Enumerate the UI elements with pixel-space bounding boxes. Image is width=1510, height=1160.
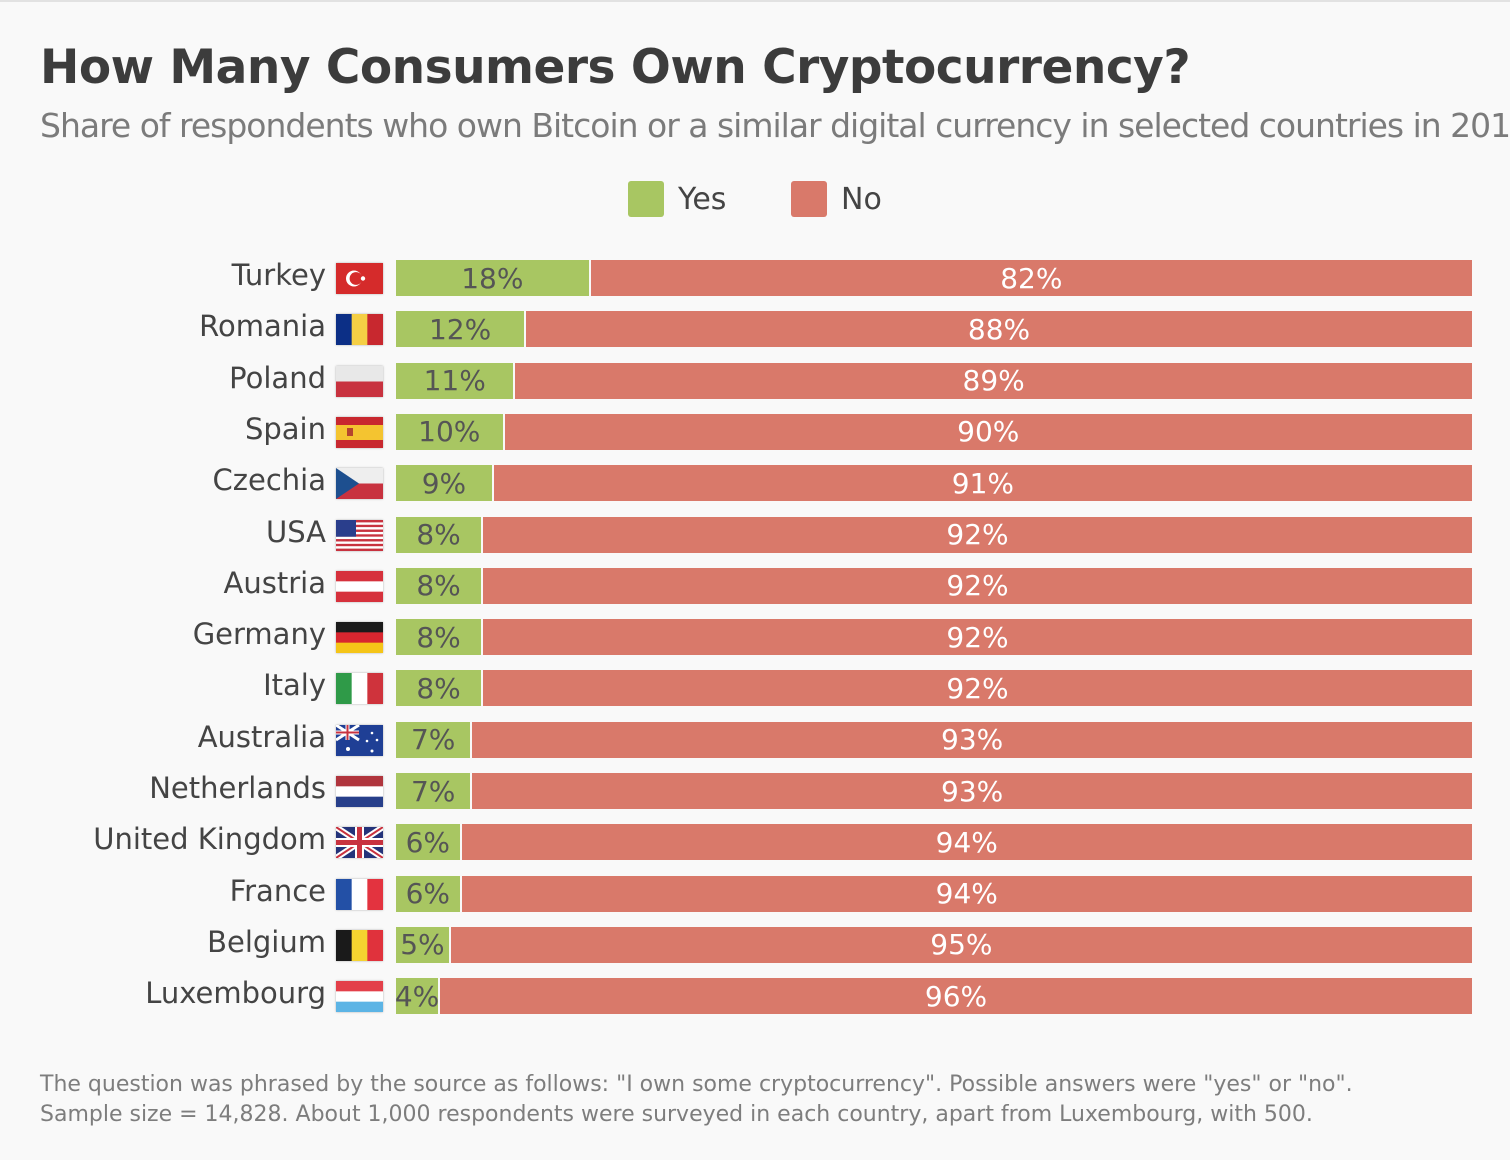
- legend-item-yes: Yes: [628, 181, 726, 217]
- bar-yes: 9%: [396, 465, 492, 502]
- flag-poland-icon: [336, 365, 383, 398]
- flag-germany-icon: [336, 622, 383, 654]
- legend-swatch-yes: [628, 181, 664, 217]
- chart-title: How Many Consumers Own Cryptocurrency?: [40, 40, 1191, 95]
- flag-belgium-icon: [336, 929, 384, 961]
- flag-romania-icon: [336, 314, 384, 346]
- bar-no: 89%: [515, 362, 1472, 399]
- category-label: Romania: [199, 309, 326, 344]
- bar-no: 94%: [461, 875, 1472, 912]
- bar-yes: 5%: [396, 926, 449, 963]
- category-label: Poland: [229, 360, 326, 395]
- bar-yes: 8%: [396, 670, 482, 707]
- flag-luxembourg-icon: [336, 981, 383, 1013]
- flag-italy-icon: [336, 673, 384, 705]
- bar-yes: 4%: [394, 978, 440, 1015]
- bar-no: 94%: [461, 824, 1472, 861]
- flag-turkey-icon: [336, 263, 383, 294]
- bar-yes: 7%: [396, 721, 471, 758]
- flag-czechia-icon: [336, 468, 383, 500]
- category-label: Belgium: [207, 924, 326, 959]
- category-label: Italy: [263, 668, 326, 703]
- bar-yes: 12%: [396, 311, 525, 348]
- category-label: USA: [265, 514, 326, 549]
- chart-subtitle: Share of respondents who own Bitcoin or …: [40, 106, 1510, 145]
- bar-no: 92%: [483, 516, 1472, 553]
- footnote-line-1: The question was phrased by the source a…: [40, 1072, 1353, 1097]
- bar-no: 90%: [504, 413, 1472, 450]
- category-label: Netherlands: [149, 771, 326, 805]
- category-label: Czechia: [212, 463, 326, 498]
- bar-yes: 7%: [396, 773, 471, 809]
- flag-australia-icon: [335, 723, 383, 756]
- category-label: United Kingdom: [93, 822, 326, 857]
- flag-uk-icon: [334, 824, 385, 861]
- bar-yes: 11%: [396, 362, 514, 399]
- category-label: Luxembourg: [145, 976, 326, 1011]
- bar-no: 88%: [526, 311, 1472, 348]
- category-label: Germany: [192, 617, 326, 652]
- category-label: Australia: [197, 719, 326, 754]
- category-label: Austria: [223, 565, 326, 600]
- bar-yes: 8%: [396, 567, 482, 604]
- bar-no: 95%: [450, 926, 1472, 963]
- bar-yes: 8%: [396, 619, 482, 656]
- category-label: Turkey: [231, 258, 326, 292]
- bar-no: 91%: [493, 465, 1472, 502]
- flag-france-icon: [336, 878, 384, 910]
- legend-item-no: No: [791, 181, 882, 217]
- bar-no: 92%: [483, 619, 1472, 656]
- flag-usa-icon: [336, 519, 383, 551]
- bar-yes: 6%: [396, 875, 460, 912]
- flag-netherlands-icon: [336, 776, 383, 808]
- bar-yes: 8%: [396, 516, 482, 553]
- bar-yes: 6%: [396, 824, 460, 861]
- category-label: France: [229, 873, 326, 908]
- legend-swatch-no: [791, 181, 827, 217]
- legend-label-no: No: [841, 181, 882, 217]
- bar-no: 96%: [440, 978, 1472, 1015]
- bar-no: 93%: [472, 721, 1472, 758]
- bar-no: 82%: [590, 260, 1472, 296]
- legend-label-yes: Yes: [678, 181, 727, 217]
- bar-no: 93%: [472, 773, 1472, 809]
- flag-austria-icon: [336, 570, 383, 603]
- flag-spain-icon: [336, 416, 383, 448]
- category-label: Spain: [244, 411, 326, 446]
- bar-yes: 10%: [396, 413, 503, 450]
- bar-no: 92%: [483, 670, 1472, 707]
- footnote-line-2: Sample size = 14,828. About 1,000 respon…: [40, 1102, 1313, 1127]
- bar-no: 92%: [483, 567, 1472, 604]
- bar-yes: 18%: [396, 260, 589, 296]
